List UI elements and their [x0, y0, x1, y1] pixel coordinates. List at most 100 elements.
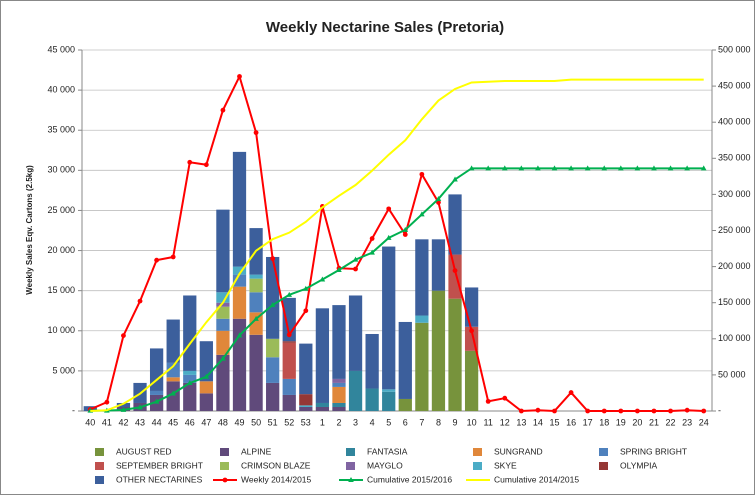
line-marker [634, 408, 640, 414]
x-tick-label: 10 [467, 417, 477, 427]
line-marker [137, 298, 143, 304]
bar-segment [266, 256, 280, 339]
bar-segment [315, 402, 330, 407]
x-tick-label: 49 [234, 417, 244, 427]
legend-swatch [599, 462, 608, 470]
x-tick-label: 24 [699, 417, 709, 427]
legend-marker [348, 477, 354, 482]
line-marker [568, 390, 574, 395]
line-marker [170, 254, 176, 260]
bar-segment [216, 354, 230, 411]
bar-segment [216, 302, 230, 307]
line-marker [253, 315, 259, 321]
line-marker [386, 206, 392, 212]
bar-segment [299, 394, 313, 406]
line-marker [618, 408, 624, 414]
x-tick-label: 53 [301, 417, 311, 427]
legend-swatch [220, 448, 229, 456]
bar-segment [415, 239, 429, 316]
bar-segment [199, 381, 213, 394]
bar-segment [448, 254, 462, 299]
line-marker [684, 165, 690, 171]
x-tick-label: 7 [419, 417, 424, 427]
line-marker [568, 165, 574, 171]
bar-segment [348, 370, 363, 411]
legend-label: OLYMPIA [620, 460, 657, 470]
bar-segment [315, 406, 330, 411]
bar-segment [282, 342, 296, 379]
bar-segment [249, 334, 263, 411]
legend-label: SUNGRAND [494, 446, 543, 456]
x-tick-label: 42 [118, 417, 128, 427]
y-axis-title: Weekly Sales Eqv. Cartons (2.5kg) [25, 165, 34, 295]
x-tick-label: 17 [583, 417, 593, 427]
line-marker [700, 165, 707, 171]
line-marker [187, 159, 193, 165]
line-marker [518, 408, 524, 414]
line-marker [668, 408, 673, 414]
bar-segment [332, 382, 346, 387]
x-tick-label: 20 [632, 417, 642, 427]
line-marker [170, 390, 176, 396]
bar-segment [149, 348, 164, 391]
line-marker [502, 395, 508, 401]
bar-segment [299, 405, 313, 407]
bar-segment [332, 402, 346, 407]
bar-segment [448, 194, 462, 255]
x-tick-label: 23 [682, 417, 692, 427]
x-tick-label: 21 [649, 417, 659, 427]
line-marker [435, 195, 442, 201]
bar-segment [282, 394, 296, 411]
legend-swatch [473, 448, 482, 456]
bar-segment [199, 393, 213, 411]
line-marker [121, 333, 126, 338]
x-tick-label: 14 [533, 417, 543, 427]
y2-tick-label: 400 000 [718, 117, 751, 127]
line-marker [369, 249, 375, 255]
line-marker [684, 407, 690, 413]
legend-swatch [95, 476, 104, 484]
line-marker [352, 256, 359, 262]
legend-label: FANTASIA [367, 446, 408, 456]
line-marker [203, 373, 210, 379]
line-marker [203, 162, 209, 168]
x-tick-label: 48 [218, 417, 228, 427]
line-marker [353, 266, 358, 272]
x-tick-label: 4 [370, 417, 375, 427]
bar-segment [216, 292, 230, 303]
line-marker [585, 408, 591, 414]
x-tick-label: 43 [135, 417, 145, 427]
line-marker [551, 165, 558, 171]
line-marker [186, 380, 193, 386]
bar-segment [398, 398, 412, 411]
line-marker [220, 107, 226, 113]
x-tick-label: 5 [386, 417, 391, 427]
bar-segment [249, 312, 263, 335]
line-marker [120, 406, 127, 412]
bar-segment [332, 386, 346, 403]
y-tick-label: 20 000 [47, 245, 75, 255]
line-marker [303, 308, 309, 314]
bar-segment [365, 333, 379, 389]
line-marker [651, 165, 657, 171]
x-tick-label: 47 [201, 417, 211, 427]
bar-segment [249, 292, 263, 313]
bar-segment [431, 290, 446, 411]
x-tick-label: 18 [599, 417, 609, 427]
bar-segment [232, 286, 247, 319]
bar-segment [166, 362, 180, 378]
line-marker [469, 328, 475, 334]
line-marker [452, 268, 458, 274]
bar-segment [415, 322, 429, 411]
y-tick-label: 30 000 [47, 165, 75, 175]
bar-segment [266, 382, 280, 411]
legend-label: AUGUST RED [116, 446, 172, 456]
bar-segment [382, 389, 396, 392]
x-tick-label: 16 [566, 417, 576, 427]
bar-segment [448, 298, 462, 411]
x-tick-label: 50 [251, 417, 261, 427]
bar-segment [216, 209, 230, 293]
line [89, 73, 704, 413]
y2-tick-label: 450 000 [718, 80, 751, 90]
